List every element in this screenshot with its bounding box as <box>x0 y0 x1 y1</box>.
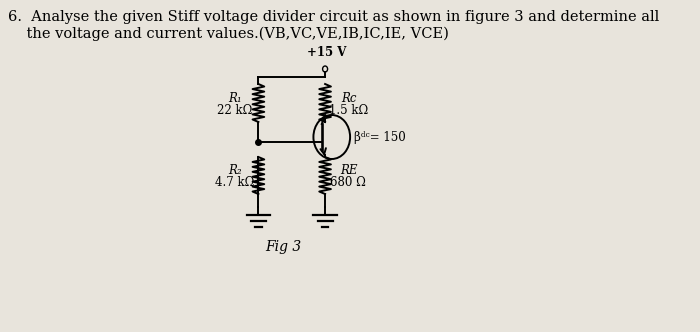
Text: 1.5 kΩ: 1.5 kΩ <box>329 104 368 117</box>
Text: R₁: R₁ <box>228 92 242 105</box>
Text: 680 Ω: 680 Ω <box>330 176 366 189</box>
Text: 6.  Analyse the given Stiff voltage divider circuit as shown in figure 3 and det: 6. Analyse the given Stiff voltage divid… <box>8 10 659 24</box>
Text: +15 V: +15 V <box>307 46 346 59</box>
Text: Fig 3: Fig 3 <box>265 240 302 254</box>
Text: Rc: Rc <box>341 92 356 105</box>
Text: 4.7 kΩ: 4.7 kΩ <box>216 176 255 189</box>
Text: the voltage and current values.(VB,VC,VE,IB,IC,IE, VCE): the voltage and current values.(VB,VC,VE… <box>8 27 449 42</box>
Text: RE: RE <box>340 164 357 177</box>
Text: 22 kΩ: 22 kΩ <box>218 104 253 117</box>
Text: βᵈᶜ= 150: βᵈᶜ= 150 <box>354 130 406 143</box>
Text: R₂: R₂ <box>228 164 242 177</box>
